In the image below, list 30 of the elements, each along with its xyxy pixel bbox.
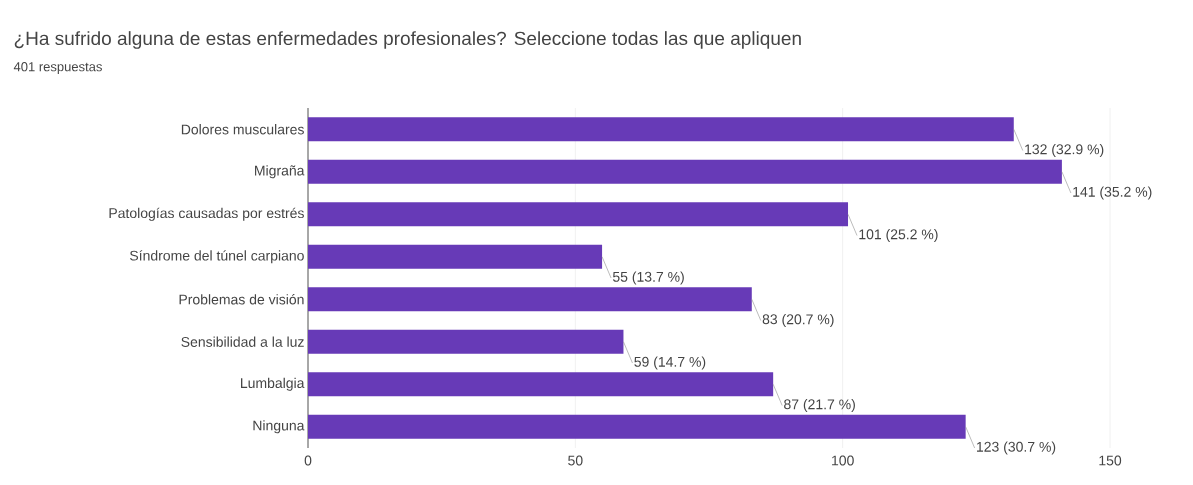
y-tick-label: Patologías causadas por estrés xyxy=(109,207,304,221)
data-label: 87 (21.7 %) xyxy=(784,398,855,413)
bar xyxy=(308,329,624,354)
data-label: 59 (14.7 %) xyxy=(634,356,706,370)
data-label: 55 (13.7 %) xyxy=(612,271,684,285)
y-tick-label: Dolores musculares xyxy=(181,124,304,135)
bar xyxy=(308,414,966,439)
text: 401 respuestas xyxy=(13,62,102,74)
y-tick-label: Migraña xyxy=(255,165,305,179)
data-label: 101 (25.2 %) xyxy=(859,228,938,243)
data-label: 123 (30.7 %) xyxy=(977,441,1056,455)
bar xyxy=(308,117,1014,142)
bar xyxy=(308,372,774,397)
y-tick-label: Problemas de visión xyxy=(179,294,304,305)
bar xyxy=(308,202,849,227)
bar xyxy=(308,244,603,269)
x-tick-label: 150 xyxy=(1099,455,1122,466)
data-label: 83 (20.7 %) xyxy=(762,313,834,328)
data-label: 141 (35.2 %) xyxy=(1073,186,1152,200)
bar xyxy=(308,287,752,312)
y-tick-label: Lumbalgia xyxy=(241,377,305,391)
x-tick-label: 0 xyxy=(304,455,312,466)
data-label: 132 (32.9 %) xyxy=(1025,143,1104,158)
y-tick-label: Sensibilidad a la luz xyxy=(181,336,304,347)
x-tick-label: 100 xyxy=(832,455,854,466)
chart-title: ¿Ha sufrido alguna de estas enfermedades profesionales? Seleccione todas las que apliquen xyxy=(14,31,801,49)
y-tick-label: Síndrome del túnel carpiano xyxy=(130,250,304,264)
y-tick-label: Ninguna xyxy=(253,420,305,434)
bar xyxy=(308,159,1062,184)
x-tick-label: 50 xyxy=(568,455,583,466)
